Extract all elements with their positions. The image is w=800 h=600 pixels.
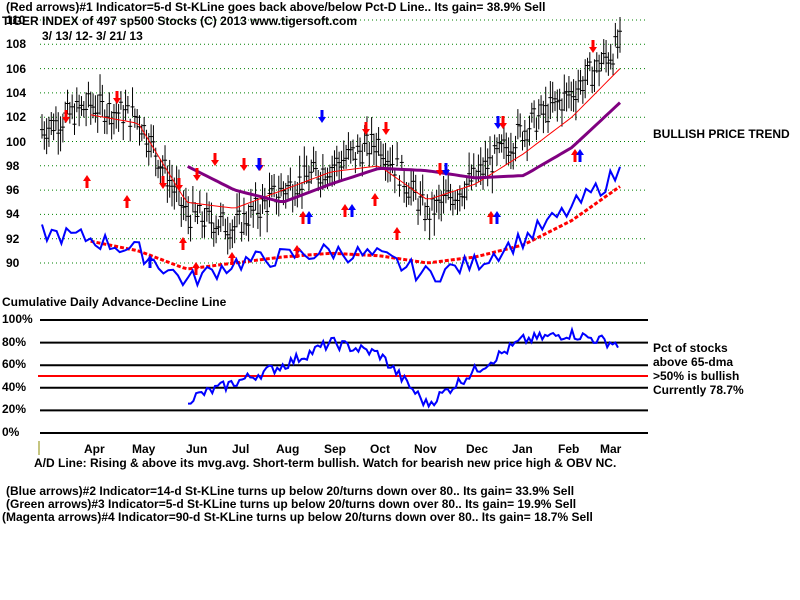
price-y-tick: 106: [6, 61, 27, 76]
x-axis-month-label: Apr: [84, 442, 105, 456]
indicator4-caption: (Magenta arrows)#4 Indicator=90-d St-KLi…: [2, 510, 593, 524]
chart-title: TIGER INDEX of 497 sp500 Stocks (C) 2013…: [2, 14, 357, 28]
price-y-tick: 102: [6, 110, 27, 125]
date-range: 3/ 13/ 12- 3/ 21/ 13: [42, 29, 143, 43]
x-axis-month-label: Jan: [512, 442, 533, 456]
x-axis-month-label: May: [132, 442, 156, 456]
x-axis-month-label: Oct: [370, 442, 391, 456]
breadth-title: Cumulative Daily Advance-Decline Line: [2, 295, 227, 309]
breadth-y-tick: 40%: [2, 379, 27, 394]
breadth-grid: [40, 319, 648, 434]
legend-line-2: above 65-dma: [653, 355, 734, 369]
legend-line-1: Pct of stocks: [653, 341, 728, 355]
price-y-tick: 108: [6, 37, 27, 52]
x-axis-month-label: Nov: [414, 442, 437, 456]
price-bars: [40, 16, 622, 255]
price-y-tick: 110: [6, 13, 26, 27]
long-moving-average: [187, 101, 622, 203]
x-axis-month-label: Mar: [600, 442, 622, 456]
legend-line-4: Currently 78.7%: [653, 383, 744, 397]
price-y-tick: 96: [6, 183, 20, 198]
breadth-y-tick: 0%: [2, 425, 20, 439]
ad-line-moving-average: [90, 185, 621, 271]
price-y-tick: 98: [6, 158, 20, 173]
ad-line-summary: A/D Line: Rising & above its mvg.avg. Sh…: [34, 456, 617, 470]
breadth-y-tick: 80%: [2, 334, 27, 349]
price-y-tick: 104: [6, 85, 27, 100]
pct-above-65dma-line: [188, 326, 619, 409]
legend-line-3: >50% is bullish: [653, 369, 740, 383]
price-y-tick: 94: [6, 207, 20, 222]
x-axis-month-label: Feb: [558, 442, 580, 456]
trend-annotation: BULLISH PRICE TREND: [653, 127, 790, 141]
breadth-y-tick: 20%: [2, 402, 27, 417]
indicator1-caption: (Red arrows)#1 Indicator=5-d St-KLine go…: [6, 0, 546, 14]
x-axis-month-label: Jun: [186, 442, 208, 456]
breadth-y-tick: 60%: [2, 357, 27, 372]
signal-arrows: [62, 40, 597, 275]
x-axis-month-label: Dec: [466, 442, 489, 456]
price-y-tick: 100: [6, 134, 27, 149]
ad-line: [41, 166, 621, 289]
price-y-tick: 90: [6, 256, 20, 270]
breadth-y-tick: 100%: [2, 312, 33, 326]
x-axis-month-label: Sep: [324, 442, 347, 456]
price-y-tick: 92: [6, 231, 20, 246]
x-axis-month-label: Jul: [232, 442, 250, 456]
x-axis-month-label: Aug: [276, 442, 300, 456]
indicator2-caption: (Blue arrows)#2 Indicator=14-d St-KLine …: [6, 484, 575, 498]
indicator3-caption: (Green arrows)#3 Indicator=5-d St-KLine …: [6, 497, 577, 511]
